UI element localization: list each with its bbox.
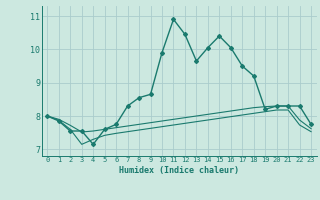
X-axis label: Humidex (Indice chaleur): Humidex (Indice chaleur): [119, 166, 239, 175]
